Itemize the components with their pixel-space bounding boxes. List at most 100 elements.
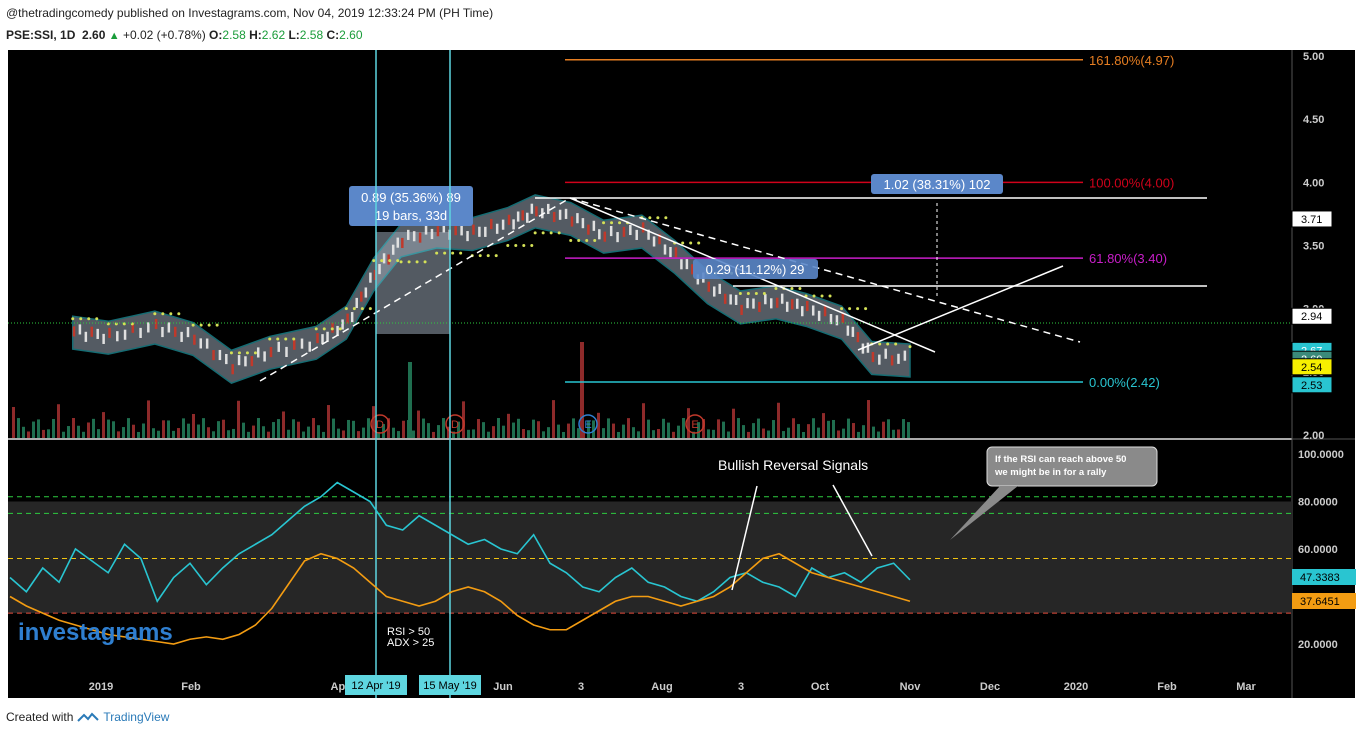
watermark: investagrams bbox=[18, 619, 173, 646]
sar-dot bbox=[314, 327, 318, 331]
candle bbox=[180, 331, 183, 342]
candle bbox=[167, 322, 171, 333]
candle bbox=[547, 203, 550, 215]
candle bbox=[96, 328, 99, 339]
sar-dot bbox=[820, 294, 824, 298]
candle bbox=[346, 313, 349, 324]
sar-dot bbox=[268, 337, 272, 341]
volume-bar bbox=[277, 419, 280, 438]
candle bbox=[616, 232, 619, 243]
candle bbox=[300, 338, 304, 349]
volume-bar bbox=[527, 430, 530, 438]
candle bbox=[212, 350, 215, 361]
candle bbox=[823, 306, 827, 317]
volume-bar bbox=[82, 431, 85, 438]
candle bbox=[841, 312, 845, 323]
volume-bar bbox=[92, 418, 95, 438]
event-marker bbox=[685, 414, 705, 434]
volume-bar bbox=[837, 430, 840, 438]
candle bbox=[851, 326, 855, 337]
sar-dot bbox=[360, 307, 364, 311]
candle bbox=[161, 326, 164, 338]
volume-bar bbox=[852, 423, 855, 438]
candle bbox=[790, 299, 794, 310]
rsi-line bbox=[9, 481, 911, 603]
sar-dot bbox=[798, 286, 802, 290]
candle bbox=[369, 272, 372, 283]
annotation-rsi: RSI > 50 bbox=[387, 626, 430, 638]
candle bbox=[263, 351, 266, 362]
sar-dot bbox=[593, 238, 597, 242]
projection-arrow bbox=[857, 265, 1064, 351]
tradingview-link[interactable]: TradingView bbox=[103, 710, 170, 724]
volume-bar bbox=[472, 429, 475, 438]
volume-bar bbox=[42, 429, 45, 438]
volume-bar bbox=[372, 406, 375, 438]
volume-bar bbox=[737, 418, 740, 438]
price-label-box bbox=[1291, 307, 1333, 325]
sar-dot bbox=[664, 216, 668, 220]
candle bbox=[674, 247, 678, 258]
sar-dot bbox=[886, 342, 890, 346]
candle bbox=[387, 254, 390, 265]
measure-label: 1.02 (38.31%) 102 bbox=[884, 177, 991, 192]
volume-bar bbox=[442, 418, 445, 438]
candle bbox=[173, 326, 177, 337]
low-label: L: bbox=[288, 28, 300, 42]
volume-bar bbox=[207, 427, 210, 438]
sar-dot bbox=[451, 251, 455, 255]
time-axis-bar bbox=[8, 670, 1292, 698]
candle bbox=[758, 301, 761, 313]
volume-bar bbox=[427, 423, 430, 438]
candle bbox=[658, 234, 661, 245]
volume-bar bbox=[507, 413, 510, 438]
candle bbox=[764, 294, 767, 305]
sar-dot bbox=[344, 307, 348, 311]
candle bbox=[507, 214, 511, 225]
candle bbox=[801, 306, 804, 317]
candle bbox=[237, 355, 241, 366]
time-tick: 2020 bbox=[1064, 681, 1088, 693]
sar-dot bbox=[284, 337, 288, 341]
candle bbox=[871, 351, 875, 363]
volume-bar bbox=[662, 418, 665, 438]
candle bbox=[292, 339, 296, 350]
sar-dot bbox=[276, 337, 280, 341]
sar-dot bbox=[533, 231, 537, 235]
volume-bar bbox=[137, 431, 140, 438]
high-label: H: bbox=[249, 28, 262, 42]
volume-bar bbox=[657, 429, 660, 438]
volume-bar bbox=[547, 427, 550, 438]
measure-label: 0.29 (11.12%) 29 bbox=[706, 262, 805, 277]
sar-dot bbox=[738, 292, 742, 296]
candle bbox=[316, 333, 319, 344]
candle bbox=[495, 223, 499, 234]
volume-bar bbox=[522, 429, 525, 438]
candle bbox=[424, 224, 428, 235]
volume-bar bbox=[122, 427, 125, 438]
volume-bar bbox=[857, 431, 860, 438]
volume-bar bbox=[312, 418, 315, 438]
price-label: 2.53 bbox=[1301, 380, 1322, 392]
publish-info: @thetradingcomedy published on Investagr… bbox=[6, 6, 494, 20]
candle bbox=[752, 298, 755, 309]
time-tick: Nov bbox=[900, 681, 922, 693]
volume-bar bbox=[152, 428, 155, 438]
candle bbox=[472, 224, 475, 235]
adx-value-box bbox=[1292, 593, 1356, 609]
sar-dot bbox=[618, 221, 622, 225]
candle bbox=[277, 341, 280, 352]
candle bbox=[418, 232, 422, 243]
candle bbox=[622, 226, 626, 237]
candle bbox=[669, 247, 672, 258]
volume-bar bbox=[37, 419, 40, 438]
candle bbox=[147, 322, 150, 333]
sar-dot bbox=[372, 259, 376, 263]
date-flag: 12 Apr '19 bbox=[351, 680, 400, 692]
volume-bar bbox=[177, 428, 180, 438]
volume-bar bbox=[892, 429, 895, 438]
volume-bar bbox=[347, 419, 350, 438]
sar-dot bbox=[338, 327, 342, 331]
measure-label-box bbox=[871, 174, 1003, 194]
event-marker-label: E bbox=[691, 419, 698, 431]
